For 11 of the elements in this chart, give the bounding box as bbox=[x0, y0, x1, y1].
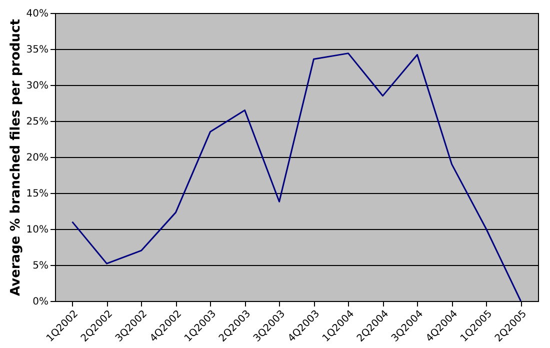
y-tick-label: 0% bbox=[32, 296, 48, 308]
line-series bbox=[72, 52, 522, 302]
y-axis-title: Average % branched files per product bbox=[8, 19, 24, 296]
y-tick-label: 15% bbox=[26, 188, 48, 200]
y-tick-label: 30% bbox=[26, 80, 48, 92]
y-tick-label: 20% bbox=[26, 152, 48, 164]
y-tick-label: 35% bbox=[26, 44, 48, 56]
y-tick-label: 10% bbox=[26, 224, 48, 236]
y-tick-label: 5% bbox=[32, 260, 48, 272]
y-tick-label: 25% bbox=[26, 116, 48, 128]
y-tick-label: 40% bbox=[26, 8, 48, 20]
